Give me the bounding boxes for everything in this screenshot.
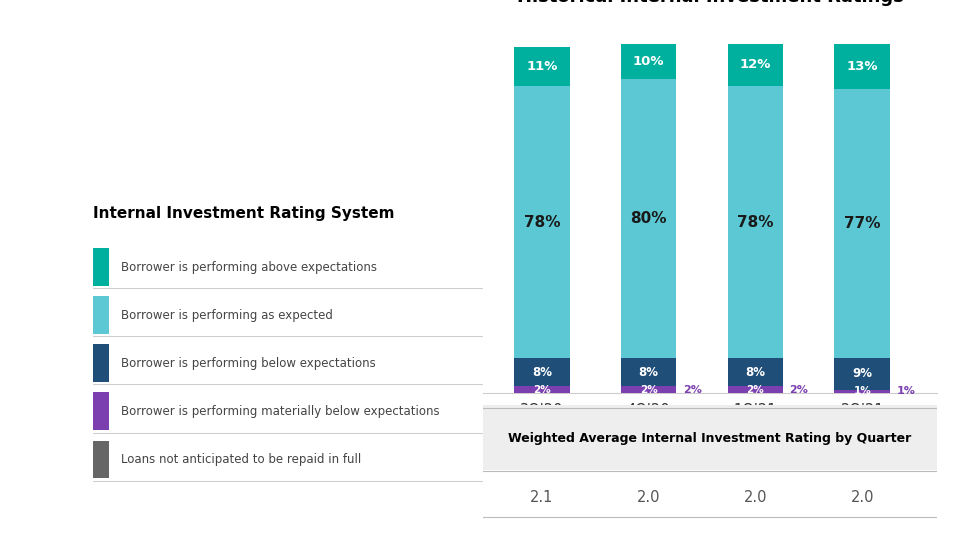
Bar [727, 358, 783, 386]
Text: 2.0: 2.0 [744, 490, 767, 505]
Text: Borrower is performing above expectations: Borrower is performing above expectation… [121, 261, 377, 273]
Text: 12%: 12% [740, 58, 771, 72]
Text: 2%: 2% [683, 384, 701, 395]
FancyBboxPatch shape [93, 392, 109, 430]
FancyBboxPatch shape [93, 344, 109, 382]
Text: 2.1: 2.1 [530, 490, 554, 505]
Text: 78%: 78% [737, 215, 774, 230]
Text: 8%: 8% [531, 366, 552, 379]
Text: 11%: 11% [526, 60, 557, 73]
Text: Borrower is performing materially below expectations: Borrower is performing materially below … [121, 405, 440, 418]
Text: Borrower is performing below expectations: Borrower is performing below expectation… [121, 357, 376, 370]
Bar [621, 358, 676, 386]
Bar [727, 86, 783, 358]
Bar [727, 44, 783, 86]
FancyBboxPatch shape [483, 405, 937, 470]
Ellipse shape [56, 155, 96, 272]
FancyBboxPatch shape [93, 441, 109, 478]
Bar [621, 79, 676, 358]
Bar [621, 386, 676, 393]
Text: Internal Investment Rating System: Internal Investment Rating System [93, 206, 394, 221]
Text: 8%: 8% [746, 366, 765, 379]
FancyBboxPatch shape [93, 296, 109, 334]
Text: 2%: 2% [789, 384, 809, 395]
Bar [835, 89, 890, 358]
Text: 2.0: 2.0 [637, 490, 661, 505]
Text: 9%: 9% [852, 367, 872, 380]
Text: Weighted Average Internal Investment Rating by Quarter: Weighted Average Internal Investment Rat… [508, 432, 912, 445]
Text: 2.0: 2.0 [850, 490, 874, 505]
Text: 3: 3 [97, 357, 105, 370]
Text: 1%: 1% [896, 387, 916, 396]
Bar [727, 386, 783, 393]
Text: 80%: 80% [631, 211, 667, 226]
Bar [621, 44, 676, 79]
Bar [514, 48, 570, 86]
Text: 8%: 8% [639, 366, 659, 379]
Text: Borrower is performing as expected: Borrower is performing as expected [121, 309, 333, 321]
Text: 2%: 2% [747, 384, 764, 395]
Text: 2%: 2% [639, 384, 658, 395]
Bar [514, 86, 570, 358]
Title: Historical Internal Investment Ratings: Historical Internal Investment Ratings [517, 0, 903, 6]
Bar [835, 44, 890, 89]
Text: 1: 1 [97, 261, 105, 273]
Text: 77%: 77% [844, 216, 880, 231]
Text: 78%: 78% [524, 215, 560, 230]
Bar [514, 386, 570, 393]
Text: 2%: 2% [533, 384, 551, 395]
Bar [835, 358, 890, 390]
Text: Loans not anticipated to be repaid in full: Loans not anticipated to be repaid in fu… [121, 453, 361, 466]
Text: 1%: 1% [853, 387, 871, 396]
Bar [835, 390, 890, 393]
FancyBboxPatch shape [93, 248, 109, 286]
Text: 5: 5 [97, 453, 105, 466]
Text: 13%: 13% [846, 60, 878, 73]
Text: 2: 2 [97, 309, 105, 321]
Bar [514, 358, 570, 386]
Text: 4: 4 [97, 405, 105, 418]
Text: 10%: 10% [633, 55, 665, 68]
